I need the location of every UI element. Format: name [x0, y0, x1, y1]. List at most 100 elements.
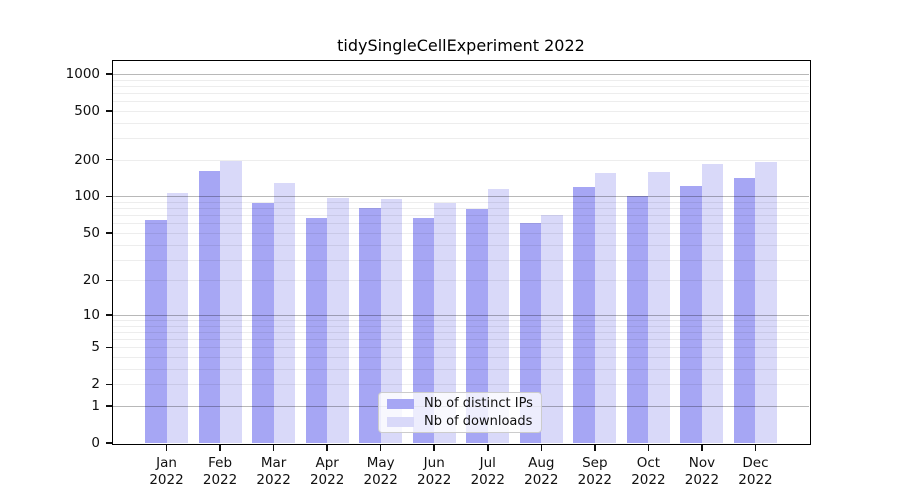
gridline-minor [113, 280, 809, 282]
x-axis-tick-label: May 2022 [351, 455, 411, 489]
year-label: 2022 [524, 472, 559, 488]
month-label: Jun [423, 455, 445, 471]
y-axis-tick [106, 279, 112, 282]
gridline-minor [113, 110, 809, 112]
y-axis-tick-label: 1000 [65, 65, 100, 82]
gridline-minor [113, 92, 809, 94]
gridline-minor [113, 101, 809, 103]
month-label: Mar [260, 455, 287, 471]
x-axis-tick-label: Feb 2022 [190, 455, 250, 489]
x-axis-tick [272, 444, 275, 451]
y-axis-tick-label: 10 [82, 306, 100, 323]
gridline-minor [113, 85, 809, 87]
month-label: Jul [479, 455, 496, 471]
y-axis-tick [106, 314, 112, 316]
bar-distinct-ips-may [359, 207, 381, 443]
x-axis-tick [701, 444, 703, 451]
y-axis-tick [106, 232, 112, 234]
y-axis-tick-label: 0 [91, 435, 100, 451]
gridline-minor [113, 384, 809, 386]
gridline-minor [113, 331, 809, 333]
gridline-minor [113, 325, 809, 327]
gridline-minor [113, 122, 809, 124]
x-axis-tick [540, 444, 543, 451]
gridline-minor [113, 138, 809, 140]
bar-distinct-ips-aug [519, 222, 542, 443]
y-axis-tick-label: 50 [82, 224, 100, 241]
chart-title: tidySingleCellExperiment 2022 [337, 36, 585, 55]
y-axis-tick-label: 2 [91, 376, 100, 393]
x-axis-tick [165, 444, 168, 451]
year-label: 2022 [577, 472, 613, 488]
month-label: Jan [156, 455, 177, 471]
year-label: 2022 [738, 472, 773, 488]
x-axis-tick-label: Nov 2022 [672, 455, 732, 489]
y-axis-tick-label: 5 [91, 339, 100, 356]
year-label: 2022 [684, 472, 720, 488]
bar-downloads-aug [541, 215, 563, 443]
gridline-minor [113, 208, 809, 210]
gridline-minor [113, 357, 809, 359]
gridline-minor [113, 347, 809, 349]
x-axis-tick [754, 444, 757, 451]
x-axis-tick-label: Sep 2022 [565, 455, 625, 489]
year-label: 2022 [149, 472, 184, 488]
gridline-minor [113, 320, 809, 321]
x-axis-tick-label: Jul 2022 [458, 455, 518, 489]
year-label: 2022 [202, 472, 238, 488]
month-label: Sep [582, 455, 608, 471]
y-axis-tick-label: 200 [74, 151, 100, 168]
gridline-minor [113, 259, 809, 261]
year-label: 2022 [309, 472, 345, 488]
x-axis-tick-label: Dec 2022 [725, 455, 785, 489]
x-axis-tick-label: Apr 2022 [297, 455, 357, 489]
bar-distinct-ips-jun [412, 217, 435, 443]
bar-downloads-mar [273, 182, 296, 443]
distinct-ips-swatch-icon [387, 398, 414, 409]
y-axis-tick-label: 1 [91, 397, 100, 414]
gridline-major [113, 314, 809, 316]
y-axis-tick [106, 442, 112, 444]
y-axis-tick-label: 20 [82, 272, 100, 289]
month-label: Nov [688, 455, 716, 471]
bar-downloads-jun [434, 203, 456, 443]
year-label: 2022 [363, 472, 398, 488]
year-label: 2022 [470, 472, 505, 488]
y-axis-tick [106, 346, 112, 349]
bar-distinct-ips-mar [252, 202, 274, 443]
bar-distinct-ips-feb [198, 170, 221, 443]
month-label: May [366, 455, 395, 471]
bar-distinct-ips-jan [145, 220, 167, 443]
legend-item-downloads: Nb of downloads [387, 414, 533, 429]
gridline-major [113, 196, 809, 198]
x-axis-tick [487, 444, 489, 451]
x-axis-tick [379, 444, 382, 451]
bar-downloads-feb [220, 160, 242, 443]
bar-downloads-oct [648, 172, 670, 443]
bar-downloads-may [380, 199, 403, 443]
x-axis-tick [326, 444, 328, 451]
gridline-major [113, 73, 809, 75]
bar-downloads-sep [594, 172, 617, 443]
year-label: 2022 [631, 472, 666, 488]
gridline-minor [113, 223, 809, 225]
x-axis-tick [219, 444, 221, 451]
y-axis-tick [106, 405, 112, 407]
legend-label: Nb of distinct IPs [424, 396, 533, 411]
bar-downloads-nov [701, 164, 724, 443]
bar-distinct-ips-sep [573, 186, 595, 443]
gridline-minor [113, 202, 809, 204]
x-axis-tick-label: Mar 2022 [244, 455, 304, 489]
y-axis-tick [106, 110, 112, 112]
y-axis-tick [106, 158, 112, 161]
y-axis-tick [106, 195, 112, 198]
x-axis-tick [647, 444, 650, 451]
downloads-swatch-icon [387, 416, 414, 427]
bar-distinct-ips-jul [466, 208, 488, 443]
bar-distinct-ips-apr [305, 217, 328, 443]
gridline-minor [113, 79, 809, 81]
x-axis-tick-label: Oct 2022 [618, 455, 678, 489]
x-axis-tick-label: Jun 2022 [404, 455, 464, 489]
bar-downloads-dec [755, 162, 777, 443]
year-label: 2022 [417, 472, 452, 488]
